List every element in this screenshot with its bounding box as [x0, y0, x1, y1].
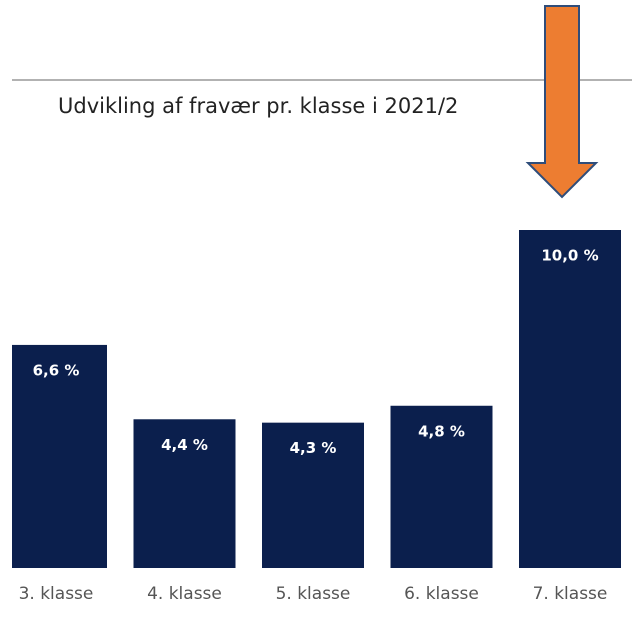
bar	[133, 419, 236, 568]
arrow	[525, 5, 599, 199]
x-tick-label: 5. klasse	[276, 584, 351, 604]
value-label: 4,8 %	[418, 422, 465, 440]
value-label: 6,6 %	[33, 361, 80, 379]
value-label: 4,4 %	[161, 436, 208, 454]
value-label: 4,3 %	[290, 439, 337, 457]
chart-title: Udvikling af fravær pr. klasse i 2021/2	[58, 94, 458, 118]
x-tick-label: 7. klasse	[533, 584, 608, 604]
bar	[262, 422, 364, 568]
x-tick-label: 4. klasse	[147, 584, 222, 604]
bar	[12, 344, 107, 568]
bar	[390, 405, 493, 568]
bars: 6,6 % 3. klasse 4,4 % 4. klasse 4,3 % 5. klas…	[12, 230, 621, 604]
bar	[519, 230, 621, 568]
value-label: 10,0 %	[541, 247, 598, 265]
x-tick-label: 3. klasse	[19, 584, 94, 604]
x-tick-label: 6. klasse	[404, 584, 479, 604]
